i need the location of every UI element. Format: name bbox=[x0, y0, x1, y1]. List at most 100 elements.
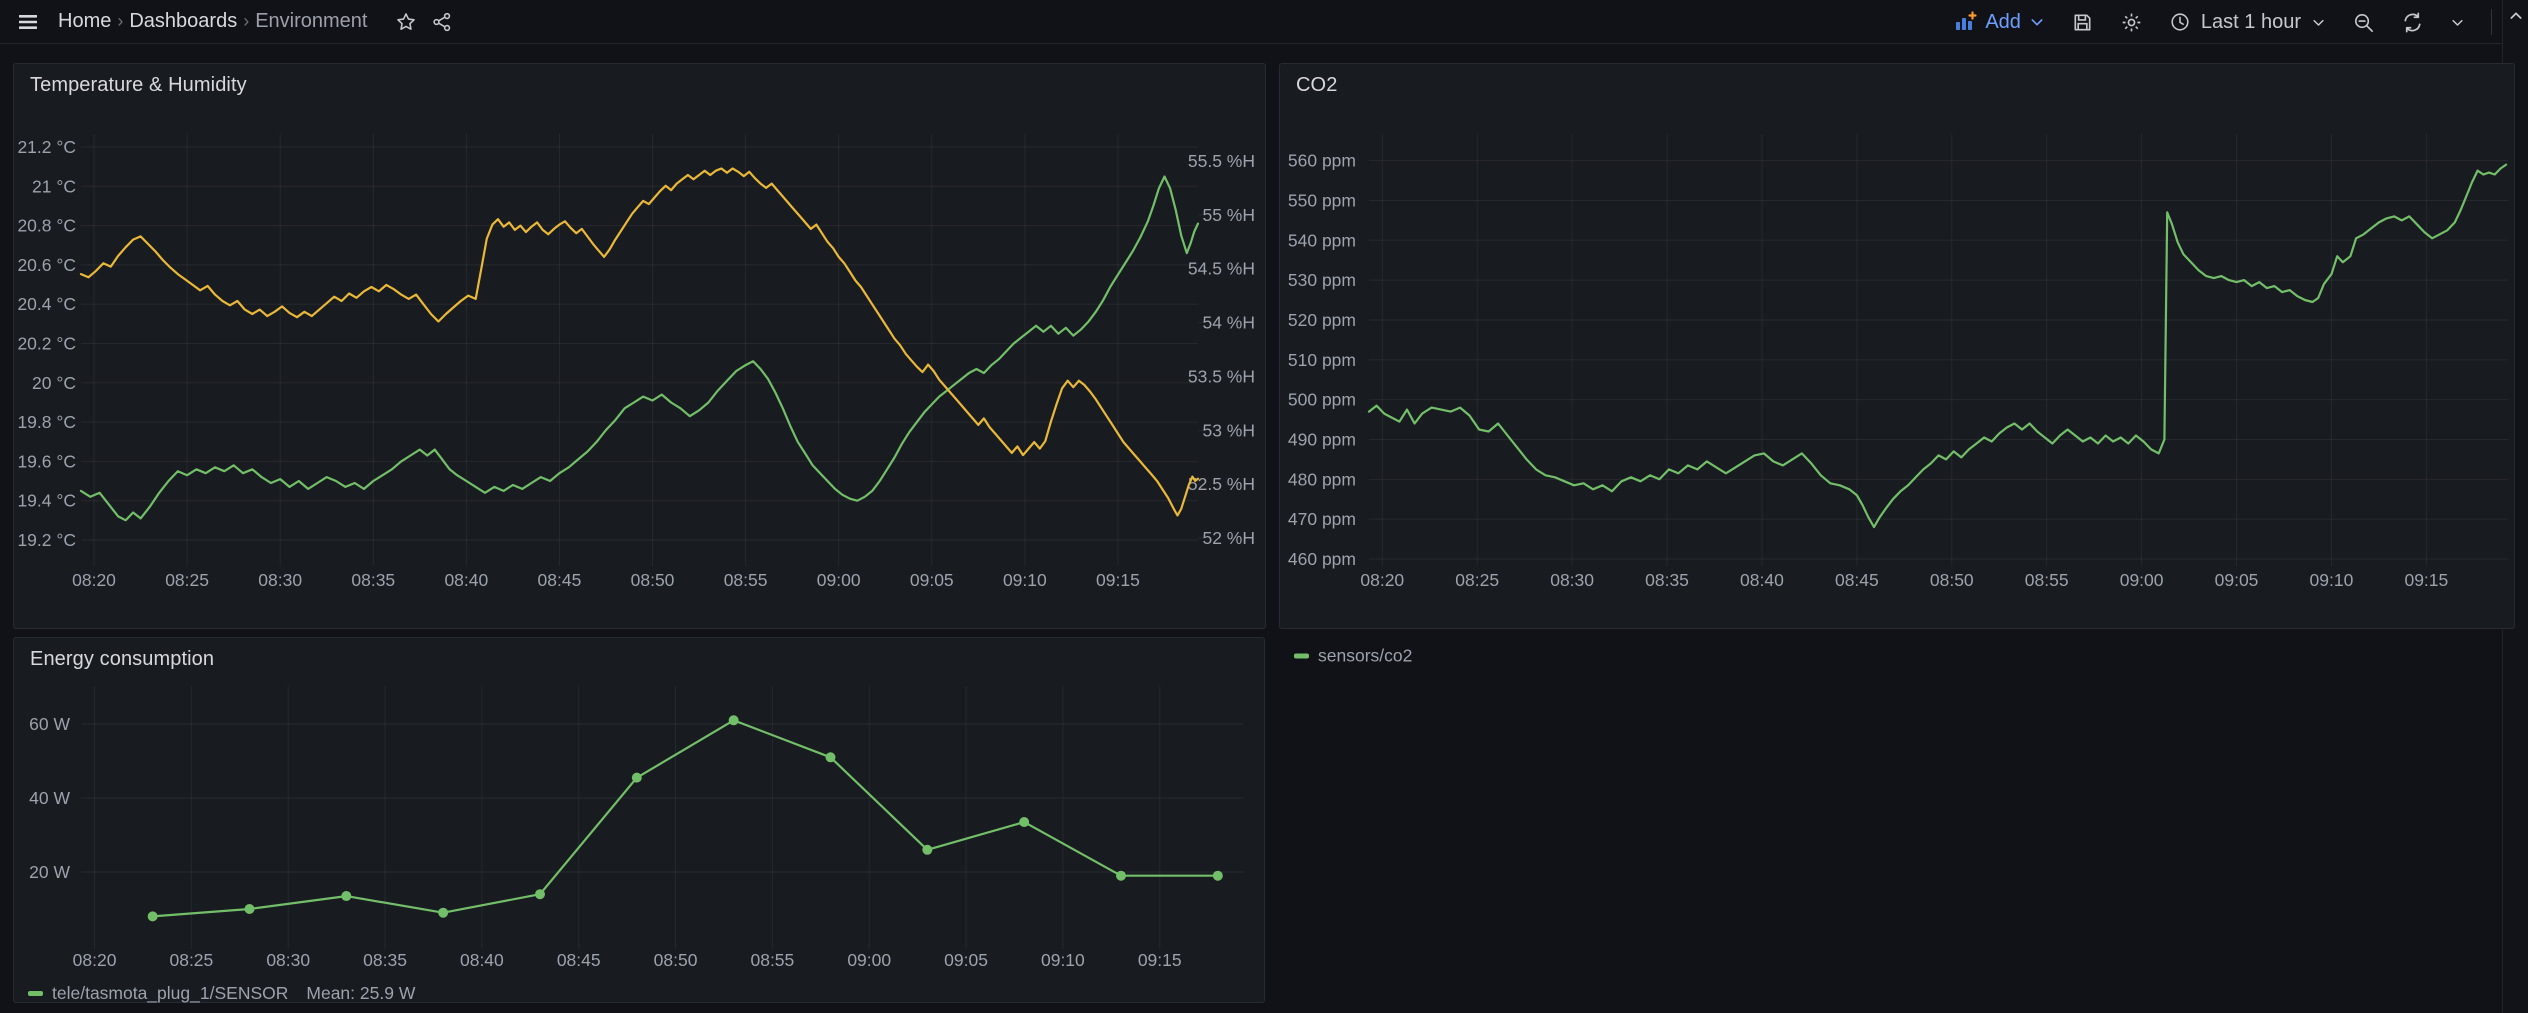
chart-energy[interactable]: 08:2008:2508:3008:3508:4008:4508:5008:55… bbox=[14, 638, 1266, 974]
svg-text:53.5 %H: 53.5 %H bbox=[1188, 366, 1255, 386]
svg-text:08:25: 08:25 bbox=[165, 570, 209, 590]
legend-mean-value: Mean: 25.9 W bbox=[306, 983, 415, 1004]
svg-text:08:45: 08:45 bbox=[557, 950, 601, 970]
svg-text:08:45: 08:45 bbox=[538, 570, 582, 590]
menu-toggle-button[interactable] bbox=[16, 10, 40, 34]
svg-text:08:40: 08:40 bbox=[1740, 570, 1784, 590]
legend-item-energy[interactable]: tele/tasmota_plug_1/SENSOR bbox=[28, 983, 288, 1004]
svg-text:08:20: 08:20 bbox=[72, 570, 116, 590]
svg-text:09:00: 09:00 bbox=[847, 950, 891, 970]
svg-text:52 %H: 52 %H bbox=[1202, 528, 1255, 548]
nav-divider bbox=[2491, 9, 2492, 35]
svg-text:09:10: 09:10 bbox=[1003, 570, 1047, 590]
chart-temperature-humidity[interactable]: 08:20 08:25 08:30 08:35 08:40 08:45 08:50 08:55… bbox=[14, 64, 1267, 594]
svg-text:480 ppm: 480 ppm bbox=[1288, 469, 1356, 489]
dashboard-settings-button[interactable] bbox=[2120, 11, 2143, 34]
panel-co2: CO2 08:2008:2508:3008:3508:4008:4508:500… bbox=[1279, 63, 2515, 629]
refresh-interval-dropdown[interactable] bbox=[2450, 15, 2465, 30]
svg-text:540 ppm: 540 ppm bbox=[1288, 230, 1356, 250]
breadcrumb: Home › Dashboards › Environment bbox=[54, 10, 371, 33]
svg-text:21 °C: 21 °C bbox=[32, 176, 76, 196]
chevron-down-icon bbox=[2311, 15, 2326, 30]
svg-text:09:05: 09:05 bbox=[944, 950, 988, 970]
clock-icon bbox=[2169, 11, 2191, 33]
panel-energy-consumption: Energy consumption 08:2008:2508:3008:350… bbox=[13, 637, 1265, 1003]
svg-text:55 %H: 55 %H bbox=[1202, 205, 1255, 225]
legend-item-co2[interactable]: sensors/co2 bbox=[1294, 646, 1412, 667]
svg-text:08:30: 08:30 bbox=[258, 570, 302, 590]
zoom-out-icon bbox=[2352, 11, 2375, 34]
svg-text:55.5 %H: 55.5 %H bbox=[1188, 151, 1255, 171]
breadcrumb-separator: › bbox=[243, 11, 249, 32]
svg-text:09:05: 09:05 bbox=[910, 570, 954, 590]
refresh-button[interactable] bbox=[2401, 11, 2424, 34]
svg-text:08:40: 08:40 bbox=[444, 570, 488, 590]
add-panel-button[interactable]: Add bbox=[1953, 10, 2045, 34]
svg-text:54 %H: 54 %H bbox=[1202, 313, 1255, 333]
svg-text:530 ppm: 530 ppm bbox=[1288, 270, 1356, 290]
add-panel-icon bbox=[1953, 10, 1977, 34]
svg-text:60 W: 60 W bbox=[29, 714, 70, 734]
svg-text:500 ppm: 500 ppm bbox=[1288, 390, 1356, 410]
svg-text:09:00: 09:00 bbox=[2120, 570, 2164, 590]
svg-text:20.4 °C: 20.4 °C bbox=[17, 294, 76, 314]
chevron-down-icon bbox=[2029, 14, 2045, 30]
top-nav: Home › Dashboards › Environment Add bbox=[0, 0, 2528, 44]
svg-text:08:25: 08:25 bbox=[169, 950, 213, 970]
legend-label: tele/tasmota_plug_1/SENSOR bbox=[52, 983, 288, 1004]
add-label: Add bbox=[1985, 11, 2021, 34]
svg-text:520 ppm: 520 ppm bbox=[1288, 310, 1356, 330]
scroll-up-button[interactable] bbox=[2508, 8, 2524, 29]
chevron-down-icon bbox=[2450, 15, 2465, 30]
svg-text:20.6 °C: 20.6 °C bbox=[17, 255, 76, 275]
save-dashboard-button[interactable] bbox=[2071, 11, 2094, 34]
svg-text:08:35: 08:35 bbox=[363, 950, 407, 970]
svg-text:20.2 °C: 20.2 °C bbox=[17, 334, 76, 354]
svg-text:490 ppm: 490 ppm bbox=[1288, 429, 1356, 449]
svg-text:53 %H: 53 %H bbox=[1202, 420, 1255, 440]
svg-text:52.5 %H: 52.5 %H bbox=[1188, 474, 1255, 494]
svg-text:08:20: 08:20 bbox=[73, 950, 117, 970]
svg-text:19.4 °C: 19.4 °C bbox=[17, 491, 76, 511]
svg-text:19.2 °C: 19.2 °C bbox=[17, 530, 76, 550]
breadcrumb-separator: › bbox=[117, 11, 123, 32]
svg-text:09:15: 09:15 bbox=[2404, 570, 2448, 590]
breadcrumb-environment[interactable]: Environment bbox=[255, 10, 367, 33]
svg-text:09:00: 09:00 bbox=[817, 570, 861, 590]
svg-text:08:50: 08:50 bbox=[654, 950, 698, 970]
zoom-out-time-button[interactable] bbox=[2352, 11, 2375, 34]
svg-text:08:30: 08:30 bbox=[266, 950, 310, 970]
svg-text:560 ppm: 560 ppm bbox=[1288, 151, 1356, 171]
svg-text:470 ppm: 470 ppm bbox=[1288, 509, 1356, 529]
svg-text:08:35: 08:35 bbox=[351, 570, 395, 590]
star-icon bbox=[395, 11, 417, 33]
breadcrumb-dashboards[interactable]: Dashboards bbox=[129, 10, 237, 33]
svg-text:08:20: 08:20 bbox=[1360, 570, 1404, 590]
favorite-star-button[interactable] bbox=[395, 11, 417, 33]
svg-text:40 W: 40 W bbox=[29, 788, 70, 808]
share-button[interactable] bbox=[431, 11, 453, 33]
gear-icon bbox=[2120, 11, 2143, 34]
svg-text:08:50: 08:50 bbox=[631, 570, 675, 590]
breadcrumb-home[interactable]: Home bbox=[58, 10, 111, 33]
svg-text:08:55: 08:55 bbox=[724, 570, 768, 590]
legend-swatch-green bbox=[28, 991, 43, 996]
svg-text:19.8 °C: 19.8 °C bbox=[17, 412, 76, 432]
share-icon bbox=[431, 11, 453, 33]
svg-text:20 W: 20 W bbox=[29, 862, 70, 882]
svg-text:20.8 °C: 20.8 °C bbox=[17, 216, 76, 236]
svg-text:08:35: 08:35 bbox=[1645, 570, 1689, 590]
svg-text:19.6 °C: 19.6 °C bbox=[17, 451, 76, 471]
chart-co2[interactable]: 08:2008:2508:3008:3508:4008:4508:5008:55… bbox=[1280, 64, 2516, 594]
svg-text:550 ppm: 550 ppm bbox=[1288, 190, 1356, 210]
time-range-picker[interactable]: Last 1 hour bbox=[2169, 11, 2326, 34]
svg-text:21.2 °C: 21.2 °C bbox=[17, 137, 76, 157]
svg-text:09:15: 09:15 bbox=[1096, 570, 1140, 590]
svg-text:08:55: 08:55 bbox=[2025, 570, 2069, 590]
save-icon bbox=[2071, 11, 2094, 34]
hamburger-icon bbox=[16, 10, 40, 34]
svg-text:08:55: 08:55 bbox=[750, 950, 794, 970]
time-range-label: Last 1 hour bbox=[2201, 11, 2301, 34]
panel-temperature-humidity: Temperature & Humidity 08:2008:2508:3008… bbox=[13, 63, 1266, 629]
svg-text:09:10: 09:10 bbox=[2310, 570, 2354, 590]
